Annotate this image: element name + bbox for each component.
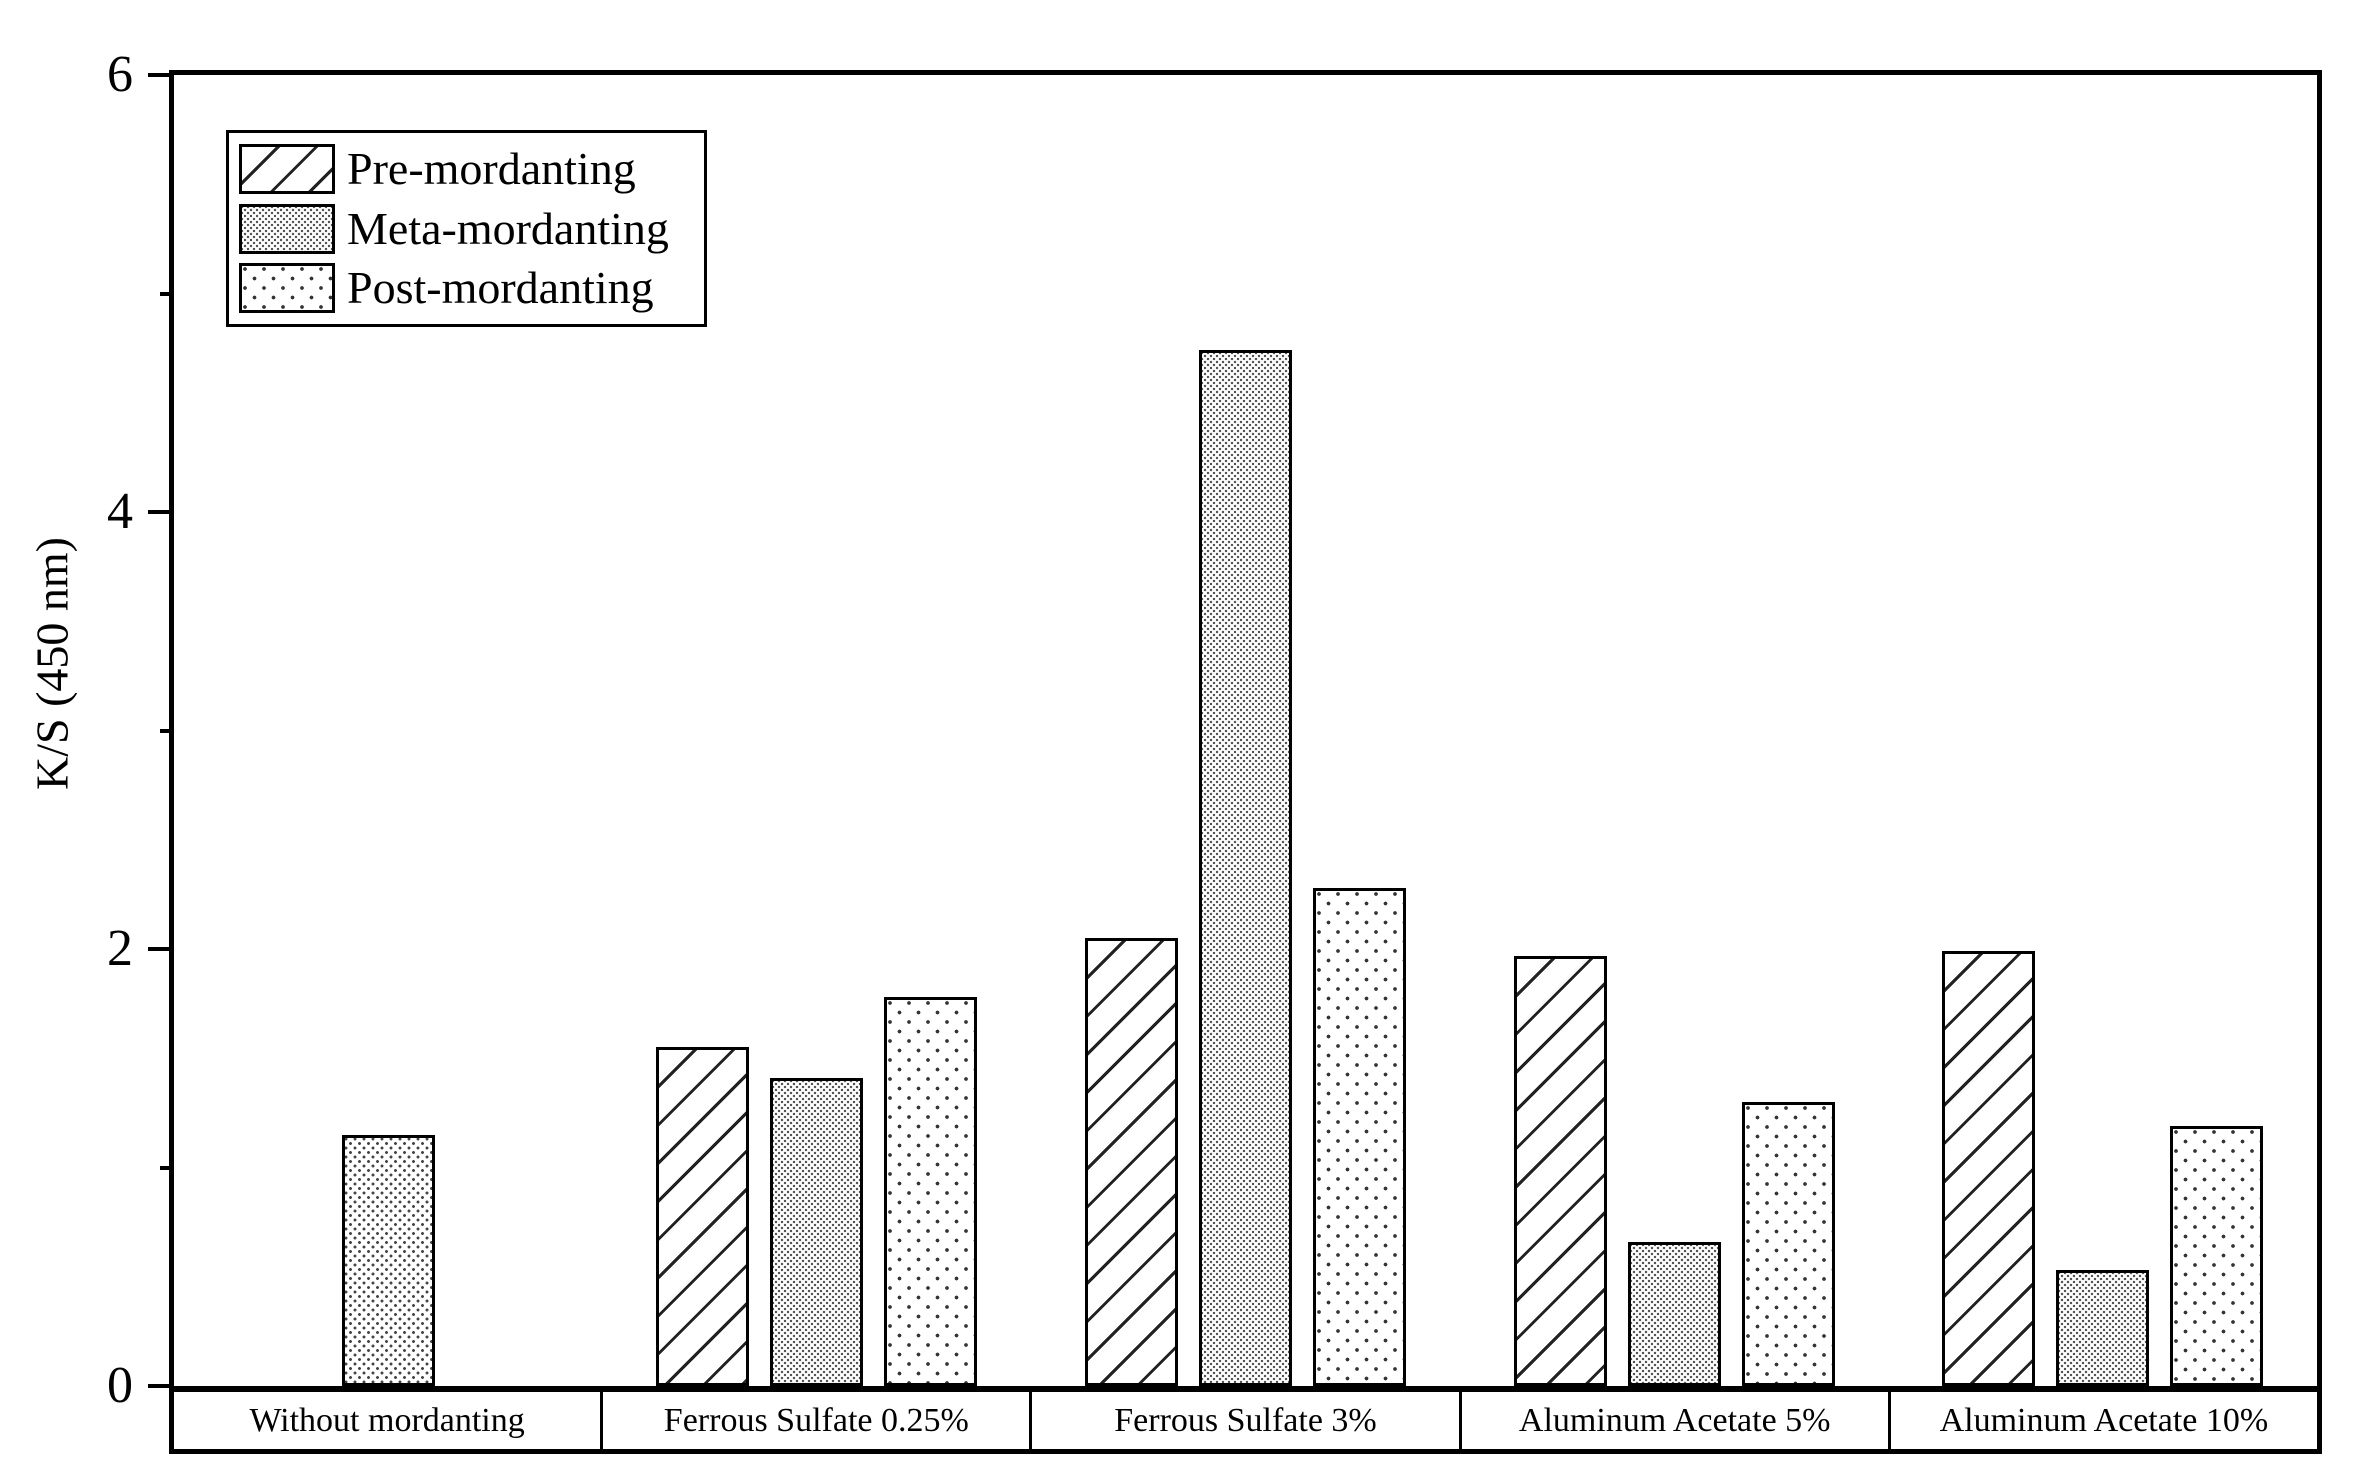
plot-area	[174, 75, 2317, 1386]
y-major-tick	[148, 1384, 174, 1388]
y-minor-tick	[160, 728, 174, 733]
y-minor-tick	[160, 291, 174, 296]
legend-swatch-dots-dense	[239, 203, 335, 254]
y-major-tick	[148, 947, 174, 951]
bar-pre-mordanting-1	[656, 1047, 750, 1386]
y-tick-label: 6	[107, 46, 133, 103]
x-category-label: Aluminum Acetate 10%	[1887, 1392, 2317, 1449]
bar-control	[341, 1134, 435, 1386]
y-axis-title: K/S (450 nm)	[26, 537, 78, 790]
y-tick-label: 4	[107, 483, 133, 540]
legend-label: Pre-mordanting	[347, 143, 636, 194]
bar-pre-mordanting-2	[1085, 938, 1178, 1386]
y-major-tick	[148, 510, 174, 514]
bar-post-mordanting-4	[2170, 1125, 2264, 1386]
legend-swatch-diagonal-hatch	[239, 144, 335, 194]
legend-item: Pre-mordanting	[239, 141, 694, 197]
legend-item: Meta-mordanting	[239, 201, 694, 257]
bar-meta-mordanting-2	[1199, 350, 1292, 1386]
x-category-label: Ferrous Sulfate 3%	[1029, 1392, 1458, 1449]
bar-meta-mordanting-3	[1627, 1241, 1721, 1386]
legend: Pre-mordanting Meta-mordanting Post-mordan…	[226, 130, 707, 327]
y-major-tick	[148, 73, 174, 77]
x-category-label: Ferrous Sulfate 0.25%	[600, 1392, 1029, 1449]
x-category-label: Without mordanting	[249, 1401, 525, 1439]
bar-post-mordanting-2	[1313, 887, 1406, 1386]
legend-label: Meta-mordanting	[347, 202, 669, 254]
bar-meta-mordanting-4	[2056, 1270, 2150, 1386]
legend-item: Post-mordanting	[239, 260, 694, 316]
bar-post-mordanting-3	[1741, 1101, 1835, 1386]
x-axis-category-strip: Without mordanting Ferrous Sulfate 0.25% F…	[169, 1386, 2322, 1454]
legend-label: Post-mordanting	[347, 262, 654, 313]
y-tick-label: 0	[107, 1357, 133, 1414]
y-tick-label: 2	[107, 920, 133, 977]
y-minor-tick	[160, 1165, 174, 1170]
bar-meta-mordanting-1	[770, 1077, 864, 1386]
bar-pre-mordanting-4	[1942, 951, 2036, 1386]
legend-swatch-dots-sparse	[239, 263, 335, 313]
bar-pre-mordanting-3	[1513, 955, 1607, 1386]
bar-post-mordanting-1	[884, 997, 978, 1386]
x-category-label: Aluminum Acetate 5%	[1458, 1392, 1888, 1449]
